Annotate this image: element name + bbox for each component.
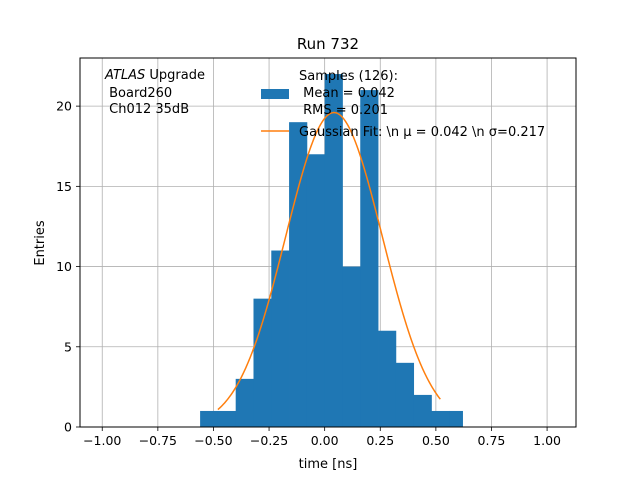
- axis-ticks: −1.00 −0.75 −0.50 −0.25 0.00 0.25 0.50 0.75 1.00…: [56, 99, 561, 448]
- annotation-upgrade: Upgrade: [145, 68, 205, 83]
- axes-frame: [79, 57, 577, 428]
- x-tick-label: 0.25: [366, 433, 394, 448]
- x-tick-label: 0.50: [422, 433, 450, 448]
- x-tick-label: −0.75: [139, 433, 177, 448]
- y-tick-label: 15: [56, 179, 72, 194]
- histogram-bar: [449, 410, 463, 427]
- x-tick-label: −0.25: [250, 433, 288, 448]
- atlas-label: ATLAS: [104, 68, 145, 83]
- legend-histogram-line-2: Mean = 0.042: [299, 86, 395, 101]
- y-axis-label: Entries: [33, 220, 48, 266]
- histogram-bar: [360, 90, 379, 427]
- histogram-bar: [235, 378, 254, 427]
- annotation-line-3: Ch012 35dB: [105, 102, 189, 117]
- histogram-bar: [378, 330, 397, 427]
- y-tick-label: 20: [56, 99, 72, 114]
- annotation-line-1: ATLAS Upgrade: [104, 68, 205, 83]
- histogram-bar: [271, 250, 290, 427]
- histogram-bar: [200, 410, 219, 427]
- legend-histogram-line-1: Samples (126):: [299, 69, 398, 84]
- y-tick-label: 10: [56, 259, 72, 274]
- histogram-bars: [200, 74, 463, 427]
- histogram-bar: [217, 410, 237, 427]
- histogram-bar: [289, 122, 308, 427]
- atlas-annotation: ATLAS Upgrade Board260 Ch012 35dB: [104, 68, 205, 117]
- histogram-bar: [324, 74, 343, 427]
- histogram-bar: [413, 394, 432, 427]
- histogram-bar: [431, 410, 450, 427]
- x-tick-label: 1.00: [533, 433, 561, 448]
- x-tick-label: −1.00: [83, 433, 121, 448]
- x-tick-label: −0.50: [194, 433, 232, 448]
- legend-histogram-swatch: [261, 89, 289, 99]
- annotation-line-2: Board260: [105, 86, 172, 101]
- histogram-bar: [253, 298, 272, 427]
- legend-histogram-line-3: RMS = 0.201: [299, 103, 388, 118]
- x-tick-label: 0.00: [311, 433, 339, 448]
- x-axis-label: time [ns]: [299, 457, 358, 472]
- histogram-bar: [306, 154, 326, 427]
- legend-fit-label: Gaussian Fit: \n μ = 0.042 \n σ=0.217: [299, 125, 545, 140]
- chart-title: Run 732: [297, 35, 359, 53]
- y-tick-label: 0: [64, 420, 72, 435]
- histogram-bar: [342, 266, 361, 427]
- y-tick-label: 5: [64, 339, 72, 354]
- x-tick-label: 0.75: [478, 433, 506, 448]
- legend: Samples (126): Mean = 0.042 RMS = 0.201 …: [261, 69, 545, 140]
- gaussian-fit-curve: [217, 111, 441, 411]
- histogram-bar: [395, 362, 415, 427]
